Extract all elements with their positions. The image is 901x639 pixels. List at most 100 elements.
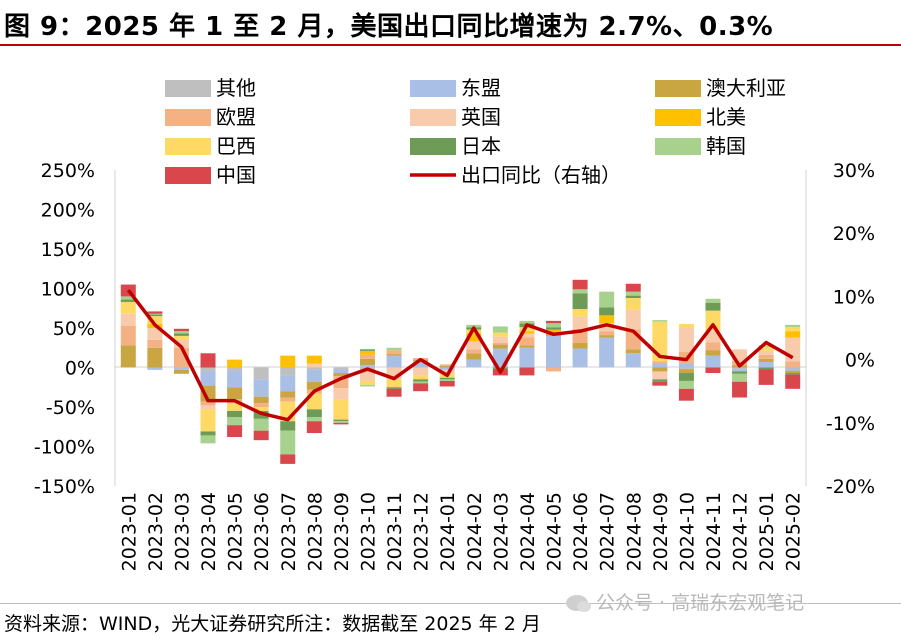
bar-segment <box>758 354 774 359</box>
x-axis-tick-label: 2023-06 <box>251 492 273 571</box>
bar-segment <box>785 327 801 332</box>
bar-segment <box>466 359 482 368</box>
bar-segment <box>173 333 189 336</box>
x-axis-tick-label: 2023-05 <box>225 492 247 571</box>
bar-segment <box>519 333 535 338</box>
bar-segment <box>200 405 216 410</box>
chart-title: 图 9：2025 年 1 至 2 月，美国出口同比增速为 2.7%、0.3% <box>4 12 774 42</box>
left-axis-tick-label: 250% <box>41 160 95 182</box>
bar-segment <box>758 369 774 385</box>
bar-segment <box>572 309 588 317</box>
bar-segment <box>173 328 189 332</box>
legend-label: 其他 <box>216 76 256 100</box>
bar-segment <box>386 354 402 356</box>
bar-segment <box>546 335 562 368</box>
right-axis-tick-label: 10% <box>833 286 875 308</box>
bar-segment <box>625 349 641 354</box>
bar-segment <box>359 369 375 381</box>
bar-segment <box>466 341 482 350</box>
bar-segment <box>413 361 429 368</box>
legend-swatch <box>165 80 211 97</box>
bar-segment <box>678 324 694 328</box>
x-axis-tick-label: 2024-01 <box>437 492 459 571</box>
bar-segment <box>333 422 349 425</box>
legend-label: 韩国 <box>706 134 746 158</box>
bar-segment <box>227 403 243 411</box>
x-axis-tick-label: 2024-03 <box>490 492 512 571</box>
x-axis-tick-label: 2023-10 <box>357 492 379 571</box>
bar-segment <box>705 298 721 303</box>
bar-segment <box>173 369 189 374</box>
bar-segment <box>227 387 243 400</box>
right-axis-tick-label: -20% <box>826 476 875 498</box>
bar-segment <box>519 337 535 346</box>
bar-segment <box>306 417 322 422</box>
bar-segment <box>120 345 136 368</box>
left-axis-tick-label: 200% <box>41 200 95 222</box>
bar-segment <box>227 371 243 388</box>
bar-segment <box>386 379 402 388</box>
legend-label: 澳大利亚 <box>706 76 786 100</box>
left-axis-tick-label: 50% <box>53 318 95 340</box>
bar-segment <box>413 381 429 384</box>
bar-segment <box>147 313 163 315</box>
left-axis-tick-label: -50% <box>46 397 95 419</box>
bar-segment <box>705 367 721 374</box>
bar-segment <box>652 320 668 322</box>
x-axis-tick-label: 2024-07 <box>597 492 619 571</box>
bar-segment <box>200 353 216 368</box>
bar-segment <box>359 350 375 355</box>
legend-label: 巴西 <box>216 134 256 158</box>
bar-segment <box>333 373 349 377</box>
legend-swatch <box>655 80 701 97</box>
bar-segment <box>519 327 535 332</box>
x-axis-tick-label: 2023-12 <box>411 492 433 571</box>
bar-segment <box>572 348 588 368</box>
bar-segment <box>253 396 269 404</box>
bar-segment <box>439 380 455 387</box>
bar-segment <box>253 403 269 407</box>
right-axis-tick-label: 0% <box>845 350 875 372</box>
bar-segment <box>705 355 721 368</box>
bar-segment <box>173 339 189 348</box>
bar-segment <box>439 377 455 380</box>
bar-segment <box>280 421 296 431</box>
bar-segment <box>227 417 243 426</box>
bar-segment <box>625 353 641 368</box>
bar-segment <box>200 435 216 444</box>
bar-segment <box>280 355 296 368</box>
bar-segment <box>200 431 216 436</box>
bar-segment <box>333 419 349 422</box>
legend-swatch <box>410 80 456 97</box>
bar-segment <box>333 376 349 389</box>
bar-segment <box>439 364 455 366</box>
bar-segment <box>599 337 615 368</box>
bar-segment <box>652 361 668 364</box>
bar-segment <box>413 367 429 376</box>
bar-segment <box>386 367 402 380</box>
bar-segment <box>359 358 375 366</box>
bar-segment <box>732 367 748 370</box>
x-axis-tick-label: 2025-01 <box>756 492 778 571</box>
bar-segment <box>785 370 801 374</box>
x-axis-tick-label: 2023-03 <box>171 492 193 571</box>
x-axis-tick-label: 2023-04 <box>198 492 220 571</box>
bar-segment <box>147 316 163 325</box>
bar-segment <box>785 373 801 375</box>
x-axis-tick-label: 2023-02 <box>145 492 167 571</box>
bar-segment <box>120 313 136 326</box>
bar-segment <box>253 418 269 431</box>
bar-segment <box>678 369 694 374</box>
x-axis-tick-label: 2024-10 <box>676 492 698 571</box>
bar-segment <box>333 388 349 400</box>
bar-segment <box>678 328 694 352</box>
legend-swatch <box>655 109 701 126</box>
bar-segment <box>625 295 641 298</box>
bar-segment <box>306 367 322 370</box>
legend-swatch <box>655 138 701 155</box>
legend-swatch <box>410 109 456 126</box>
legend-label: 欧盟 <box>216 105 256 129</box>
bar-segment <box>678 388 694 401</box>
legend-label: 中国 <box>216 163 256 187</box>
bar-segment <box>173 331 189 334</box>
